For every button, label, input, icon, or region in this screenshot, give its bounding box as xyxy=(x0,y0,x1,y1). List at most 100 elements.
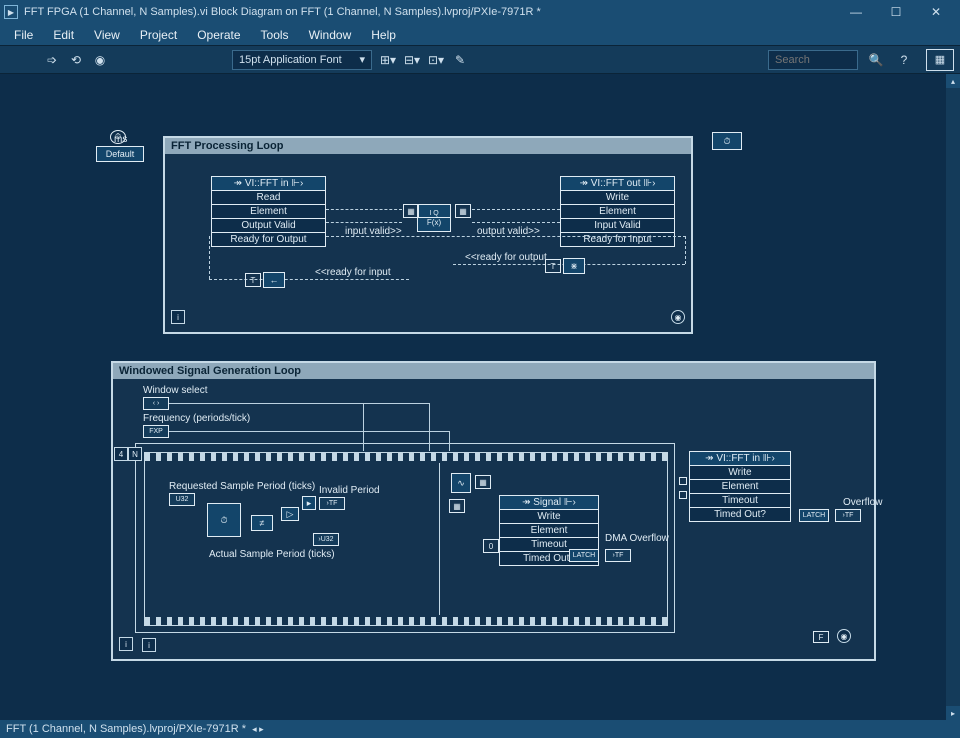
for-loop[interactable]: N 4 Requested Sample Period (ticks) U32 … xyxy=(135,443,675,633)
n-terminal: N xyxy=(128,447,142,461)
menu-operate[interactable]: Operate xyxy=(187,26,250,44)
fft-in-2-head: ↠ VI::FFT in ⊪› xyxy=(690,452,790,466)
feedback-node-1[interactable]: ← xyxy=(263,272,285,288)
maximize-button[interactable]: ☐ xyxy=(876,0,916,24)
gen-loop-title: Windowed Signal Generation Loop xyxy=(113,363,874,379)
overflow-label: Overflow xyxy=(843,497,882,508)
n-count: 4 xyxy=(114,447,128,461)
req-period-term[interactable]: U32 xyxy=(169,493,195,506)
vertical-scrollbar[interactable]: ▴ ▾ xyxy=(946,74,960,720)
init-t-2: T xyxy=(545,259,561,273)
search-icon[interactable]: 🔍 xyxy=(866,50,886,70)
invalid-period-ind[interactable]: ›TF xyxy=(319,497,345,510)
font-selector[interactable]: 15pt Application Font ▾ xyxy=(232,50,372,70)
for-iteration: i xyxy=(142,638,156,652)
menu-file[interactable]: File xyxy=(4,26,43,44)
search-input[interactable] xyxy=(768,50,858,70)
fifo-in-head: ↠ VI::FFT in ⊩› xyxy=(212,177,325,191)
fifo-in-read: Read xyxy=(212,191,325,205)
wire xyxy=(209,236,210,279)
frequency-term[interactable]: FXP xyxy=(143,425,169,438)
help-icon[interactable]: ? xyxy=(894,50,914,70)
fft-in-fifo-2[interactable]: ↠ VI::FFT in ⊪› Write Element Timeout Ti… xyxy=(689,451,791,522)
scroll-up-icon[interactable]: ▴ xyxy=(946,74,960,88)
fifo-out-ready: Ready for Input xyxy=(561,233,674,246)
feedback-node-2[interactable]: ⋇ xyxy=(563,258,585,274)
window-controls: — ☐ ✕ xyxy=(836,0,956,24)
sine-gen-node[interactable]: ∿ xyxy=(451,473,471,493)
menu-tools[interactable]: Tools xyxy=(251,26,299,44)
align-button[interactable]: ⊞▾ xyxy=(378,50,398,70)
false-const: F xyxy=(813,631,829,643)
close-button[interactable]: ✕ xyxy=(916,0,956,24)
timer-icon: ⏱ xyxy=(110,130,126,144)
toolbar-right: 🔍 ? ▦ xyxy=(768,49,954,71)
latch-2[interactable]: LATCH xyxy=(799,509,829,522)
bundle-left-icon: ▦ xyxy=(403,204,419,218)
right-indicator[interactable]: ⏱ xyxy=(712,132,742,150)
loop-timer-node[interactable]: ⏱ xyxy=(207,503,241,537)
distribute-button[interactable]: ⊟▾ xyxy=(402,50,422,70)
flat-sequence[interactable]: Requested Sample Period (ticks) U32 ⏱ ≠ … xyxy=(144,452,668,626)
menubar: File Edit View Project Operate Tools Win… xyxy=(0,24,960,46)
fifo-out-head: ↠ VI::FFT out ⊪› xyxy=(561,177,674,191)
label-ready-output: <<ready for output xyxy=(465,252,547,263)
select-node[interactable]: ▷ xyxy=(281,507,299,521)
context-help-icon[interactable]: ▦ xyxy=(926,49,954,71)
cleanup-button[interactable]: ✎ xyxy=(450,50,470,70)
window-node[interactable]: ▦ xyxy=(449,499,465,513)
signal-fifo-head: ↠ Signal ⊩› xyxy=(500,496,598,510)
overflow-ind[interactable]: ›TF xyxy=(835,509,861,522)
font-label: 15pt Application Font xyxy=(239,54,342,66)
while-condition[interactable]: ◉ xyxy=(837,629,851,643)
frame-divider xyxy=(439,463,440,615)
latch-1[interactable]: LATCH xyxy=(569,549,599,562)
fifo-fft-in[interactable]: ↠ VI::FFT in ⊩› Read Element Output Vali… xyxy=(211,176,326,247)
menu-view[interactable]: View xyxy=(84,26,130,44)
reorder-button[interactable]: ⊡▾ xyxy=(426,50,446,70)
scroll-right-icon[interactable]: ▸ xyxy=(946,706,960,720)
menu-project[interactable]: Project xyxy=(130,26,187,44)
tunnel-1 xyxy=(679,477,687,485)
act-period-ind[interactable]: ›U32 xyxy=(313,533,339,546)
status-chevron-icon[interactable]: ◂ ▸ xyxy=(252,724,264,735)
dma-overflow-label: DMA Overflow xyxy=(605,533,669,544)
ms-terminal[interactable]: Default xyxy=(96,146,144,162)
fifo-out-element: Element xyxy=(561,205,674,219)
chevron-down-icon: ▾ xyxy=(359,53,365,66)
fft-core-bot: F(x) xyxy=(427,218,441,227)
abort-button[interactable]: ◉ xyxy=(90,50,110,70)
wire xyxy=(209,279,409,280)
menu-help[interactable]: Help xyxy=(361,26,406,44)
label-ready-input: <<ready for input xyxy=(315,267,391,278)
fifo-in-ready: Ready for Output xyxy=(212,233,325,246)
align-controls: ⊞▾ ⊟▾ ⊡▾ ✎ xyxy=(378,50,470,70)
statusbar: FFT (1 Channel, N Samples).lvproj/PXIe-7… xyxy=(0,720,960,738)
block-diagram-canvas[interactable]: ms Default ⏱ ⏱ FFT Processing Loop ↠ VI:… xyxy=(0,74,946,720)
titlebar: ▶ FFT FPGA (1 Channel, N Samples).vi Blo… xyxy=(0,0,960,24)
wire xyxy=(326,222,402,223)
wire xyxy=(449,431,450,451)
signal-gen-loop[interactable]: Windowed Signal Generation Loop Window s… xyxy=(111,361,876,661)
loop-condition[interactable]: ◉ xyxy=(671,310,685,324)
dma-overflow-ind[interactable]: ›TF xyxy=(605,549,631,562)
run-button[interactable]: ➩ xyxy=(42,50,62,70)
init-t-1: T xyxy=(245,273,261,287)
wire xyxy=(326,236,686,237)
window-select-term[interactable]: ‹ › xyxy=(143,397,169,410)
signal-fifo-write: Write xyxy=(500,510,598,524)
wire xyxy=(169,403,429,404)
fft-in-2-element: Element xyxy=(690,480,790,494)
mult-icon: ▦ xyxy=(475,475,491,489)
menu-edit[interactable]: Edit xyxy=(43,26,84,44)
minimize-button[interactable]: — xyxy=(836,0,876,24)
wire xyxy=(363,403,364,451)
run-cont-button[interactable]: ⟲ xyxy=(66,50,86,70)
menu-window[interactable]: Window xyxy=(299,26,362,44)
fft-processing-loop[interactable]: FFT Processing Loop ↠ VI::FFT in ⊩› Read… xyxy=(163,136,693,334)
compare-node[interactable]: ≠ xyxy=(251,515,273,531)
window-select-label: Window select xyxy=(143,385,207,396)
fifo-in-valid: Output Valid xyxy=(212,219,325,233)
fifo-out-write: Write xyxy=(561,191,674,205)
fft-core-node[interactable]: I Q F(x) xyxy=(417,204,451,232)
